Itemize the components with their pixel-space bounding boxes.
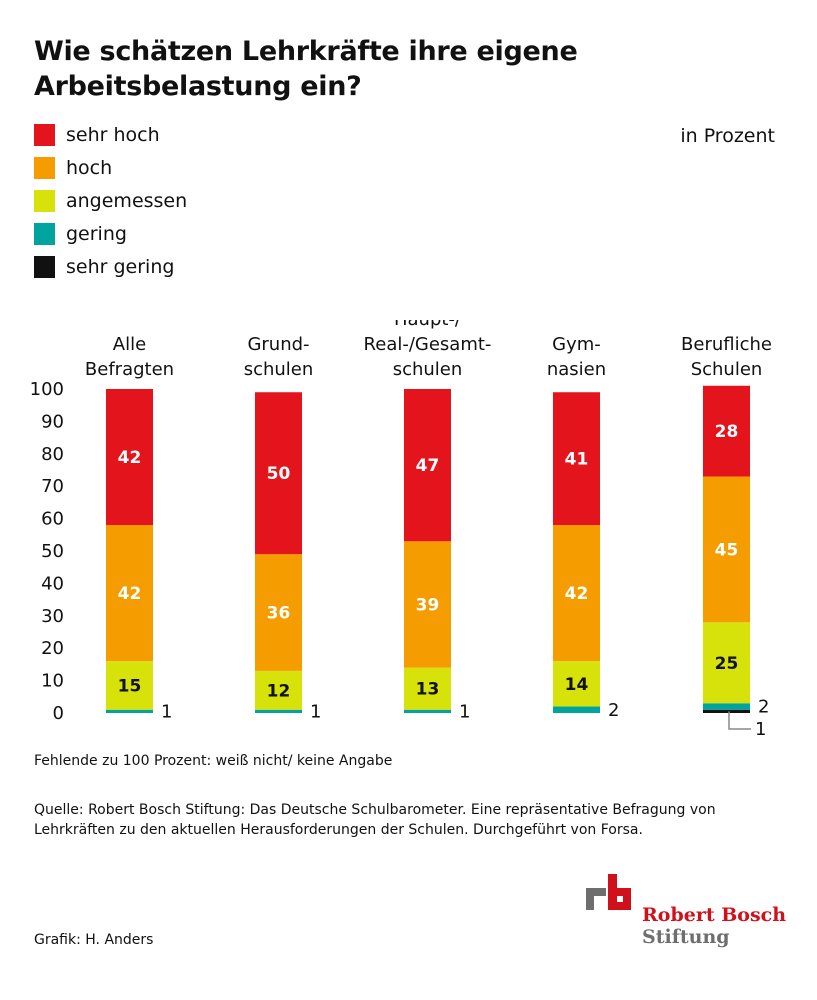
leader-line <box>728 711 751 730</box>
category-label: Gym- <box>552 334 601 355</box>
bar-value-label: 1 <box>310 701 321 722</box>
source-note: Quelle: Robert Bosch Stiftung: Das Deuts… <box>34 802 716 838</box>
unit-label: in Prozent <box>680 125 775 147</box>
bar-segment <box>255 670 302 710</box>
category-label: Befragten <box>85 359 174 380</box>
bar-segment <box>404 667 451 710</box>
bar-segment <box>703 476 750 623</box>
bar-value-label: 47 <box>416 456 440 476</box>
legend-swatch <box>34 190 55 212</box>
y-tick-label: 100 <box>30 379 64 400</box>
legend-label: angemessen <box>66 190 188 212</box>
y-tick-label: 60 <box>41 509 64 530</box>
bar-value-label: 39 <box>416 595 440 615</box>
category-label: Grund- <box>247 334 309 355</box>
stacked-bar-chart: 0 10 20 30 40 50 60 70 80 90 100 Alle Befragten Grund… <box>30 320 772 740</box>
legend-swatch <box>34 124 55 146</box>
bar-value-label: 12 <box>267 681 291 701</box>
y-tick-label: 0 <box>53 703 64 724</box>
category-label: schulen <box>244 359 314 380</box>
bar-segment <box>553 661 600 707</box>
chart-title: Wie schätzen Lehrkräfte ihre eigene Arbe… <box>34 36 578 102</box>
bar-segment <box>553 706 600 713</box>
bar-value-label: 50 <box>267 464 291 484</box>
category-label: Schulen <box>691 359 763 380</box>
y-tick-label: 50 <box>41 541 64 562</box>
bar-segment <box>255 709 302 713</box>
bar-value-label: 45 <box>715 540 739 560</box>
bar-segment <box>703 709 750 713</box>
bar-value-label: 42 <box>118 448 142 468</box>
bar-segment <box>255 392 302 555</box>
bar-segment <box>404 709 451 713</box>
bar-segment <box>106 661 153 710</box>
category-label: Berufliche <box>681 334 772 355</box>
bar-segment <box>255 554 302 671</box>
bar-segment <box>703 385 750 477</box>
robert-bosch-stiftung-logo: Robert Bosch Stiftung <box>586 874 786 954</box>
bar-value-label: 1 <box>755 719 766 740</box>
y-tick-label: 40 <box>41 573 64 594</box>
graphic-credit: Grafik: H. Anders <box>34 932 154 948</box>
bar-value-label: 25 <box>715 654 739 674</box>
bar-segment <box>553 525 600 662</box>
y-tick-label: 90 <box>41 411 64 432</box>
bar-value-label: 15 <box>118 676 142 696</box>
logo-text-line2: Stiftung <box>642 926 730 948</box>
bar-value-label: 42 <box>118 584 142 604</box>
bar-segment <box>404 389 451 542</box>
legend-swatch <box>34 223 55 245</box>
bar-segment <box>106 709 153 713</box>
legend-swatch <box>34 256 55 278</box>
y-tick-label: 80 <box>41 444 64 465</box>
bar-value-label: 14 <box>565 675 589 695</box>
bar-segment <box>703 703 750 710</box>
y-tick-label: 30 <box>41 606 64 627</box>
legend-label: gering <box>66 223 127 245</box>
category-label: Real-/Gesamt- <box>364 334 492 355</box>
logo-text-line1: Robert Bosch <box>642 904 787 926</box>
legend-label: hoch <box>66 157 113 179</box>
category-label: Haupt-/ <box>394 320 462 330</box>
bar-segment <box>553 392 600 526</box>
category-label: nasien <box>547 359 606 380</box>
bar-value-label: 28 <box>715 422 739 442</box>
bar-segment <box>404 541 451 668</box>
legend-swatch <box>34 157 55 179</box>
bar-segment <box>703 622 750 704</box>
category-label: schulen <box>393 359 463 380</box>
legend-label: sehr gering <box>66 256 175 278</box>
footnote: Fehlende zu 100 Prozent: weiß nicht/ kei… <box>34 753 393 769</box>
y-tick-label: 20 <box>41 638 64 659</box>
bar-value-label: 42 <box>565 584 589 604</box>
category-label: Alle <box>113 334 146 355</box>
bar-value-label: 2 <box>608 700 619 721</box>
bar-segment <box>106 525 153 662</box>
bar-segment <box>106 389 153 526</box>
bar-value-label: 13 <box>416 680 440 700</box>
bar-value-label: 1 <box>161 701 172 722</box>
y-tick-label: 70 <box>41 476 64 497</box>
rb-logo-icon <box>586 874 631 910</box>
y-tick-label: 10 <box>41 671 64 692</box>
legend-label: sehr hoch <box>66 124 160 146</box>
bar-value-label: 2 <box>758 697 769 718</box>
bar-value-label: 41 <box>565 450 589 470</box>
bar-value-label: 36 <box>267 604 291 624</box>
bar-value-label: 1 <box>459 701 470 722</box>
